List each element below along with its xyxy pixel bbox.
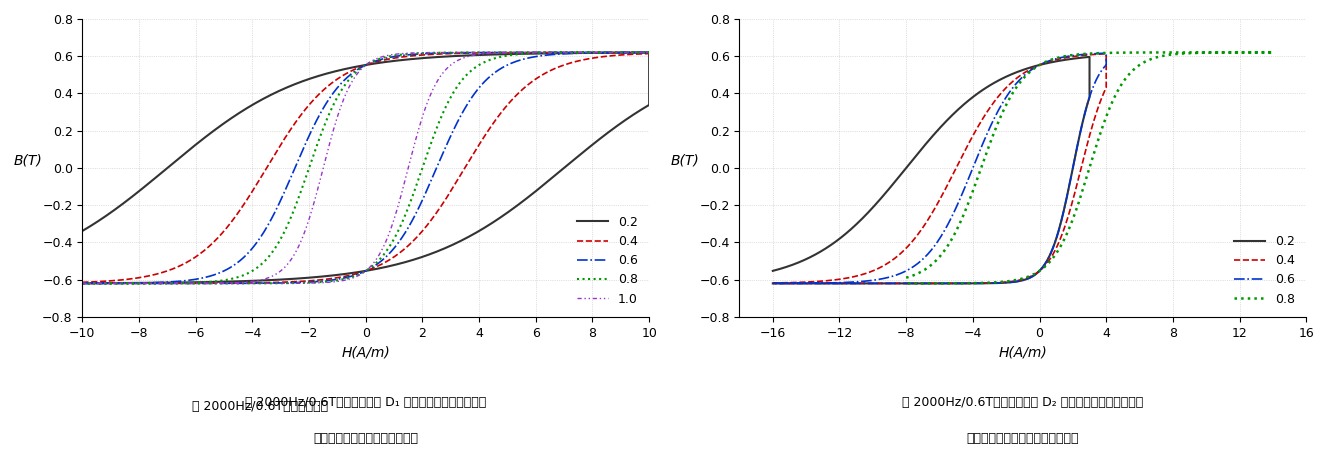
X-axis label: H(A/m): H(A/m) (999, 345, 1048, 359)
Text: 纳米晶合金的动态磁滞回线测量值: 纳米晶合金的动态磁滞回线测量值 (967, 432, 1080, 445)
Text: 在 2000Hz/0.6T、不同占空比: 在 2000Hz/0.6T、不同占空比 (191, 400, 332, 414)
Text: 在 2000Hz/0.6T、不同占空比 D₂ 的不对称矩形电压激励下: 在 2000Hz/0.6T、不同占空比 D₂ 的不对称矩形电压激励下 (902, 396, 1143, 409)
Legend: 0.2, 0.4, 0.6, 0.8: 0.2, 0.4, 0.6, 0.8 (1228, 230, 1300, 311)
Y-axis label: B(T): B(T) (13, 154, 42, 168)
Y-axis label: B(T): B(T) (671, 154, 700, 168)
Text: 在 2000Hz/0.6T、不同占空比 D₁ 的对称矩形电压激励下纳: 在 2000Hz/0.6T、不同占空比 D₁ 的对称矩形电压激励下纳 (246, 396, 486, 409)
Text: 米晶合金的动态磁滞回线测量值: 米晶合金的动态磁滞回线测量值 (313, 432, 418, 445)
Legend: 0.2, 0.4, 0.6, 0.8, 1.0: 0.2, 0.4, 0.6, 0.8, 1.0 (571, 211, 643, 311)
X-axis label: H(A/m): H(A/m) (341, 345, 390, 359)
